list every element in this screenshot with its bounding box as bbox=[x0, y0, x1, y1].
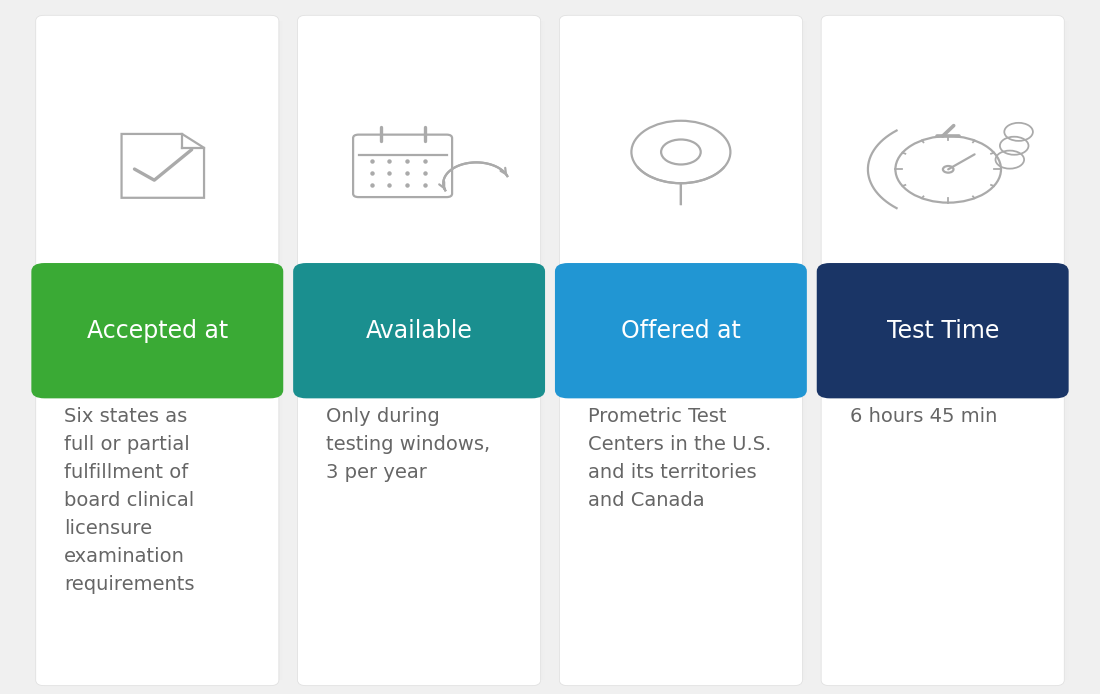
Bar bbox=[803, 21, 805, 680]
Bar bbox=[537, 21, 539, 680]
Bar bbox=[796, 21, 799, 680]
Bar bbox=[543, 21, 546, 680]
Text: Offered at: Offered at bbox=[621, 319, 740, 343]
Bar bbox=[279, 21, 282, 680]
Text: Prometric Test
Centers in the U.S.
and its territories
and Canada: Prometric Test Centers in the U.S. and i… bbox=[587, 407, 771, 510]
Bar bbox=[278, 21, 279, 680]
Text: Accepted at: Accepted at bbox=[87, 319, 228, 343]
Bar bbox=[532, 21, 534, 680]
Bar bbox=[795, 21, 796, 680]
Bar bbox=[274, 21, 275, 680]
Bar bbox=[271, 21, 272, 680]
FancyBboxPatch shape bbox=[554, 263, 806, 398]
Bar bbox=[800, 21, 802, 680]
Bar bbox=[1062, 21, 1064, 680]
Text: Test Time: Test Time bbox=[887, 319, 999, 343]
Text: 6 hours 45 min: 6 hours 45 min bbox=[849, 407, 997, 426]
FancyBboxPatch shape bbox=[297, 15, 541, 686]
Bar bbox=[799, 21, 800, 680]
Text: Only during
testing windows,
3 per year: Only during testing windows, 3 per year bbox=[327, 407, 491, 482]
Bar bbox=[1058, 21, 1060, 680]
Bar bbox=[1067, 21, 1068, 680]
FancyBboxPatch shape bbox=[32, 263, 284, 398]
Text: Available: Available bbox=[365, 319, 473, 343]
FancyBboxPatch shape bbox=[821, 15, 1065, 686]
Bar bbox=[275, 21, 277, 680]
Bar bbox=[805, 21, 806, 680]
Bar bbox=[1060, 21, 1061, 680]
FancyBboxPatch shape bbox=[816, 263, 1068, 398]
Bar bbox=[1057, 21, 1058, 680]
Bar bbox=[793, 21, 795, 680]
Bar bbox=[1065, 21, 1067, 680]
Bar bbox=[539, 21, 540, 680]
FancyBboxPatch shape bbox=[293, 263, 544, 398]
Text: Six states as
full or partial
fulfillment of
board clinical
licensure
examinatio: Six states as full or partial fulfillmen… bbox=[65, 407, 195, 594]
Bar bbox=[272, 21, 274, 680]
Bar bbox=[541, 21, 543, 680]
Bar bbox=[534, 21, 535, 680]
FancyBboxPatch shape bbox=[36, 15, 279, 686]
Bar bbox=[1064, 21, 1065, 680]
Bar bbox=[802, 21, 803, 680]
FancyBboxPatch shape bbox=[559, 15, 802, 686]
Bar bbox=[540, 21, 541, 680]
Bar bbox=[536, 21, 537, 680]
Bar bbox=[277, 21, 278, 680]
Bar bbox=[282, 21, 284, 680]
Bar bbox=[1055, 21, 1057, 680]
